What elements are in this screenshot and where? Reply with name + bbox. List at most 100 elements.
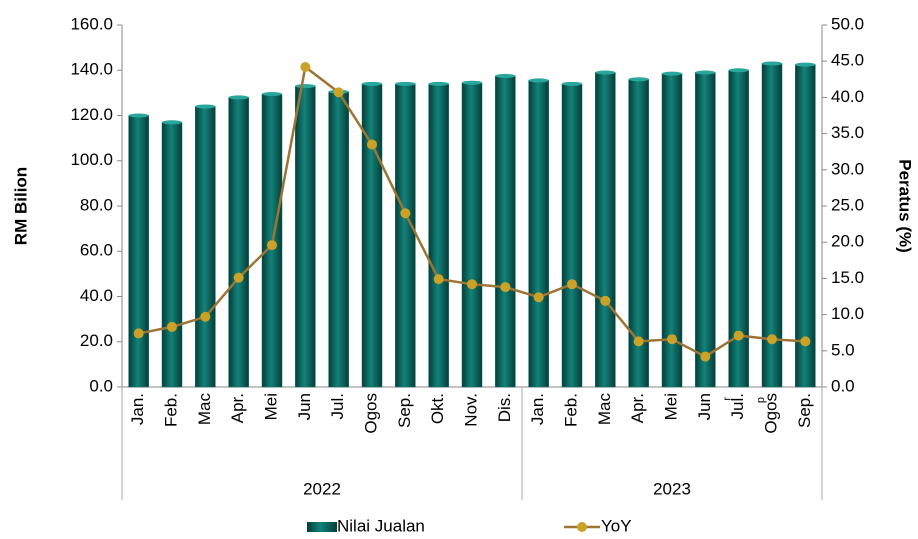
bar-cap [395,81,416,86]
bar [528,80,549,388]
bar [195,106,216,388]
yoy-marker [367,139,377,150]
yoy-marker [400,208,411,219]
yoy-marker [267,240,277,251]
y-tick-label: 160.0 [70,14,113,33]
yoy-marker [633,336,644,347]
bar [561,83,583,388]
y-tick-label: 0.0 [89,376,113,395]
bar-cap [695,70,716,75]
yoy-marker [467,279,477,290]
bar [395,83,416,388]
y-tick-label: 20.0 [80,331,113,350]
y2-tick-label: 50.0 [831,14,864,33]
y2-tick-label: 40.0 [831,87,864,106]
y-axis-title: RM Bilion [11,167,30,245]
legend-label: Nilai Jualan [337,516,425,535]
y2-tick-label: 10.0 [831,304,864,323]
bar [295,85,316,388]
yoy-marker [700,351,711,362]
bar-cap [595,70,616,75]
legend-marker [577,522,587,532]
x-tick-label: Apr. [628,393,647,423]
yoy-marker [300,61,311,72]
bar [328,91,349,388]
x-tick-label: Feb. [161,393,180,427]
x-tick-label: Jun [695,393,714,420]
bar-cap [662,71,682,76]
x-tick-label: Ogos [761,393,780,434]
bar-cap [428,81,449,86]
yoy-marker [800,336,811,347]
x-tick-label: Jul. [328,393,347,419]
bar-cap [495,73,516,78]
y2-tick-label: 30.0 [831,159,864,178]
yoy-marker [167,321,177,332]
bar-cap [128,113,149,118]
x-tick-label: Mac [195,393,214,426]
bar-cap [162,120,182,125]
bar-cap [528,78,549,83]
bar-cap [762,61,782,66]
y2-tick-label: 35.0 [831,123,864,142]
bar [428,83,449,388]
bar [695,72,716,388]
bar-cap [628,77,649,82]
bar-cap [462,80,482,85]
yoy-marker [533,292,544,303]
bar [228,97,249,388]
bar [595,72,616,388]
bar-cap [262,92,282,97]
x-tick-label: Feb. [561,393,580,427]
bar-cap [195,104,216,109]
x-tick-label: Mei [261,393,280,420]
x-tick-label: Sep. [395,393,414,428]
y2-tick-label: 5.0 [831,340,855,359]
bar-cap [562,81,582,86]
bar [495,75,516,388]
x-tick-label: Dis. [495,393,514,422]
x-tick-label: Jan. [128,393,147,425]
x-tick-label: Jan. [528,393,547,425]
yoy-marker [200,311,211,322]
x-tick-note: p [755,397,767,403]
y-tick-label: 60.0 [80,241,113,260]
group-label: 2023 [653,479,691,498]
y2-tick-label: 15.0 [831,268,864,287]
y2-tick-label: 0.0 [831,376,855,395]
x-tick-label: Okt. [428,393,447,424]
yoy-marker [567,279,577,290]
y-tick-label: 80.0 [80,195,113,214]
x-tick-note: r [722,397,734,401]
bar-cap [362,81,382,86]
yoy-marker [333,87,344,98]
x-tick-label: Mac [595,393,614,426]
y-tick-label: 100.0 [70,150,113,169]
y2-tick-label: 20.0 [831,232,864,251]
x-tick-label: Jul. [728,393,747,419]
yoy-marker [500,282,511,293]
bar [361,83,383,388]
legend-label: YoY [601,516,632,535]
x-tick-label: Jun [295,393,314,420]
x-tick-label: Sep. [795,393,814,428]
y2-tick-label: 45.0 [831,51,864,70]
bar-cap [295,84,316,89]
yoy-marker [133,328,144,339]
y2-axis-title: Peratus (%) [896,159,915,253]
bar [128,115,149,388]
bar-cap [228,95,249,100]
yoy-marker [667,334,677,345]
bar [161,122,183,388]
yoy-marker [733,330,744,341]
y2-tick-label: 25.0 [831,195,864,214]
yoy-marker [233,272,244,283]
x-tick-label: Ogos [361,393,380,434]
y-tick-label: 120.0 [70,105,113,124]
y-tick-label: 40.0 [80,286,113,305]
yoy-marker [433,274,444,285]
x-tick-label: Apr. [228,393,247,423]
bar-cap [728,68,749,73]
yoy-marker [767,334,777,345]
x-tick-label: Nov. [461,393,480,427]
